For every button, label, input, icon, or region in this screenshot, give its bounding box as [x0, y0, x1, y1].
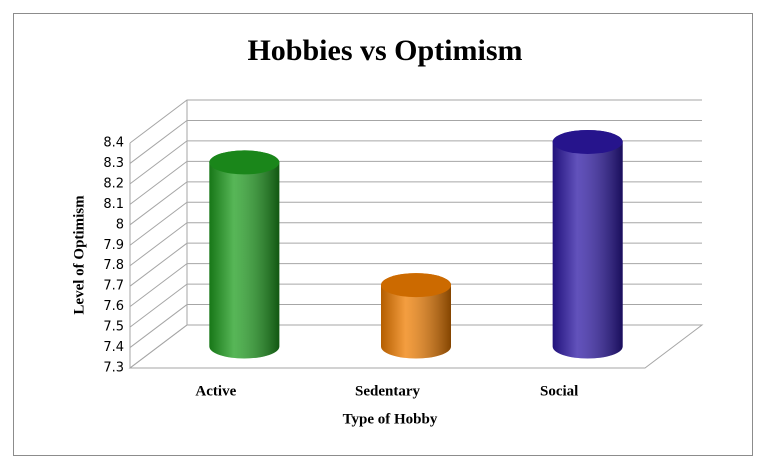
- bar-shading: [209, 150, 280, 359]
- y-tick-label: 8.4: [103, 136, 124, 151]
- x-tick-label: Active: [195, 383, 236, 399]
- grid-line: [129, 304, 702, 348]
- grid-line: [129, 99, 702, 144]
- grid-line: [129, 324, 702, 369]
- bar-cap-shade: [552, 129, 623, 154]
- bar-cap: [381, 273, 451, 298]
- grid-line: [129, 242, 702, 287]
- y-tick-label: 7.8: [103, 258, 124, 273]
- y-tick-label: 7.3: [103, 361, 124, 376]
- y-tick-label: 7.6: [103, 299, 124, 314]
- y-tick-label: 8.2: [103, 176, 124, 191]
- x-tick-label: Sedentary: [355, 383, 420, 399]
- plot-area: 7.3 7.4 7.5 7.6 7.7 7.8 7.9 8 8.1 8.2 8.3 8.4 Active…: [103, 99, 704, 399]
- chart-frame: [13, 13, 753, 456]
- bar-cap-shade: [381, 273, 451, 298]
- bar-cap: [552, 129, 623, 154]
- chart-title: Hobbies vs Optimism: [247, 34, 522, 67]
- grid-line: [129, 160, 702, 205]
- x-axis-title: Type of Hobby: [343, 411, 438, 427]
- y-tick-label: 8.3: [103, 156, 124, 171]
- y-tick-label: 8: [116, 217, 124, 232]
- bar-cap: [209, 150, 280, 175]
- y-tick-label: 8.1: [103, 197, 124, 212]
- grid-line: [129, 119, 702, 164]
- bar-shading: [552, 129, 623, 359]
- grid-line: [129, 222, 702, 267]
- grid-line: [129, 140, 702, 185]
- bar-cap-shade: [209, 150, 280, 175]
- grid-line: [129, 263, 702, 308]
- grid-line: [129, 283, 702, 328]
- x-tick-label: Social: [540, 383, 578, 399]
- y-tick-label: 7.4: [103, 340, 124, 355]
- grid-line: [129, 201, 702, 246]
- y-tick-label: 7.7: [103, 279, 124, 294]
- grid-line: [129, 181, 702, 226]
- y-tick-label: 7.9: [103, 238, 124, 253]
- y-axis-title: Level of Optimism: [71, 195, 87, 315]
- y-tick-label: 7.5: [103, 320, 124, 335]
